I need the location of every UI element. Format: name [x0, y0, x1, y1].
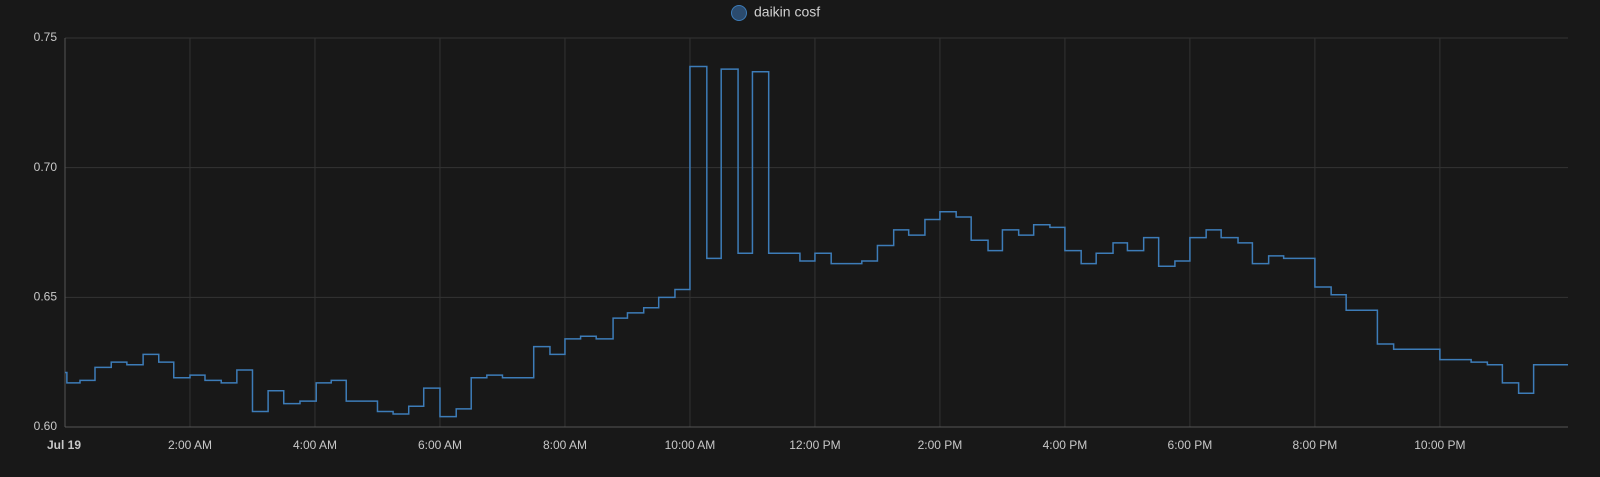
- x-tick-label: 8:00 AM: [543, 438, 587, 452]
- x-tick-label: 10:00 AM: [665, 438, 716, 452]
- data-line: [65, 65, 1568, 418]
- y-tick-label: 0.75: [34, 30, 58, 44]
- x-tick-label: 6:00 AM: [418, 438, 462, 452]
- x-tick-label: 10:00 PM: [1414, 438, 1465, 452]
- x-tick-label: 8:00 PM: [1293, 438, 1338, 452]
- y-tick-label: 0.65: [34, 290, 58, 304]
- x-tick-label: 12:00 PM: [789, 438, 840, 452]
- legend-marker[interactable]: [731, 5, 747, 21]
- y-tick-label: 0.60: [34, 419, 58, 433]
- x-tick-label: 4:00 PM: [1043, 438, 1088, 452]
- legend-label[interactable]: daikin cosf: [754, 4, 820, 20]
- x-tick-label: Jul 19: [47, 438, 81, 452]
- x-tick-label: 6:00 PM: [1168, 438, 1213, 452]
- x-tick-label: 4:00 AM: [293, 438, 337, 452]
- x-tick-label: 2:00 AM: [168, 438, 212, 452]
- x-tick-label: 2:00 PM: [918, 438, 963, 452]
- y-tick-label: 0.70: [34, 160, 58, 174]
